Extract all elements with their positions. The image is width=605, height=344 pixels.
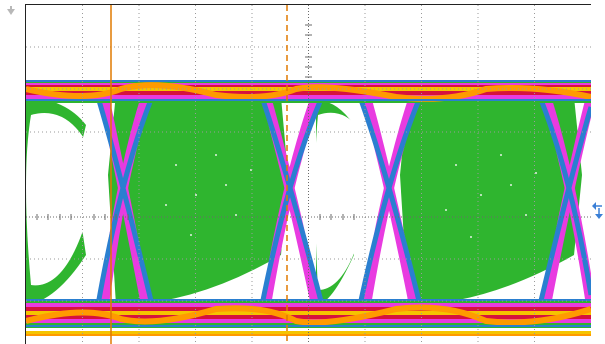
eye-diagram-plot [26,5,591,344]
eye-opening-fill [26,89,582,305]
center-axes [26,5,591,344]
eye-opening-interior [26,112,370,291]
transition-edges-core [95,96,591,306]
level-arrows-icon[interactable] [590,200,604,225]
axis-ticks [36,24,355,220]
eye-diagram-display[interactable] [25,4,591,344]
trigger-arrow-icon[interactable] [6,3,16,21]
eye-speckles [165,154,537,238]
graticule [26,5,591,344]
